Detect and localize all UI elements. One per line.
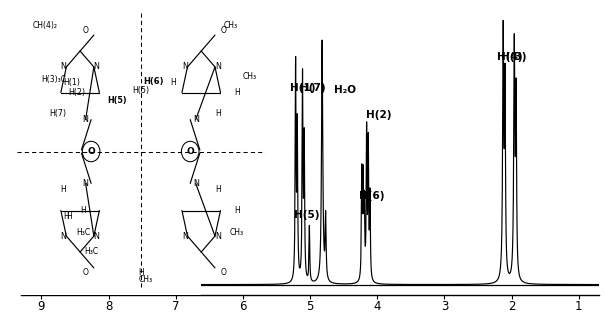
Text: H(3)₃C: H(3)₃C bbox=[41, 75, 67, 84]
Text: CH₃: CH₃ bbox=[243, 72, 257, 81]
Text: N: N bbox=[182, 231, 188, 240]
Text: H(5): H(5) bbox=[107, 96, 127, 105]
Text: H(5): H(5) bbox=[293, 210, 319, 220]
Text: H(6): H(6) bbox=[143, 77, 164, 86]
Text: N: N bbox=[60, 231, 67, 240]
Text: H₃C: H₃C bbox=[84, 247, 98, 256]
Text: N: N bbox=[60, 63, 67, 72]
Text: H(1): H(1) bbox=[64, 79, 80, 88]
Text: H(5): H(5) bbox=[132, 86, 149, 96]
Text: H(2): H(2) bbox=[68, 88, 86, 97]
Text: H: H bbox=[215, 185, 221, 194]
Text: N: N bbox=[193, 115, 198, 124]
Text: H: H bbox=[60, 185, 67, 194]
Text: H(6): H(6) bbox=[359, 191, 384, 201]
Text: N: N bbox=[83, 115, 88, 124]
Text: H: H bbox=[234, 206, 240, 215]
Text: H: H bbox=[171, 79, 177, 88]
Text: H(3): H(3) bbox=[501, 52, 527, 62]
Text: H: H bbox=[234, 88, 240, 97]
Text: O: O bbox=[83, 268, 88, 277]
Bar bbox=[19, 0, 201, 297]
Text: H: H bbox=[80, 206, 86, 215]
Text: H₂O: H₂O bbox=[333, 85, 356, 95]
Text: N: N bbox=[215, 63, 221, 72]
Text: H(7): H(7) bbox=[299, 83, 325, 93]
Text: CH₃: CH₃ bbox=[223, 21, 237, 30]
Text: H: H bbox=[64, 212, 69, 221]
Text: H: H bbox=[67, 212, 72, 221]
Text: H: H bbox=[138, 268, 143, 277]
Text: H₃C: H₃C bbox=[76, 228, 90, 237]
Text: O: O bbox=[186, 147, 194, 156]
Text: H(7): H(7) bbox=[49, 109, 67, 118]
Text: N: N bbox=[94, 231, 100, 240]
Text: H(1): H(1) bbox=[290, 83, 316, 93]
Text: N: N bbox=[193, 179, 198, 188]
Text: H: H bbox=[215, 109, 221, 118]
Text: H(4): H(4) bbox=[497, 52, 523, 62]
Text: CH(4)₂: CH(4)₂ bbox=[33, 21, 58, 30]
Text: O: O bbox=[87, 147, 95, 156]
Text: H(2): H(2) bbox=[366, 110, 391, 120]
Text: N: N bbox=[182, 63, 188, 72]
Text: CH₃: CH₃ bbox=[139, 275, 153, 284]
Text: N: N bbox=[94, 63, 100, 72]
Text: O: O bbox=[83, 26, 88, 35]
Text: CH₃: CH₃ bbox=[230, 228, 244, 237]
Text: N: N bbox=[83, 179, 88, 188]
Text: N: N bbox=[215, 231, 221, 240]
Text: O: O bbox=[220, 268, 226, 277]
Text: O: O bbox=[220, 26, 226, 35]
